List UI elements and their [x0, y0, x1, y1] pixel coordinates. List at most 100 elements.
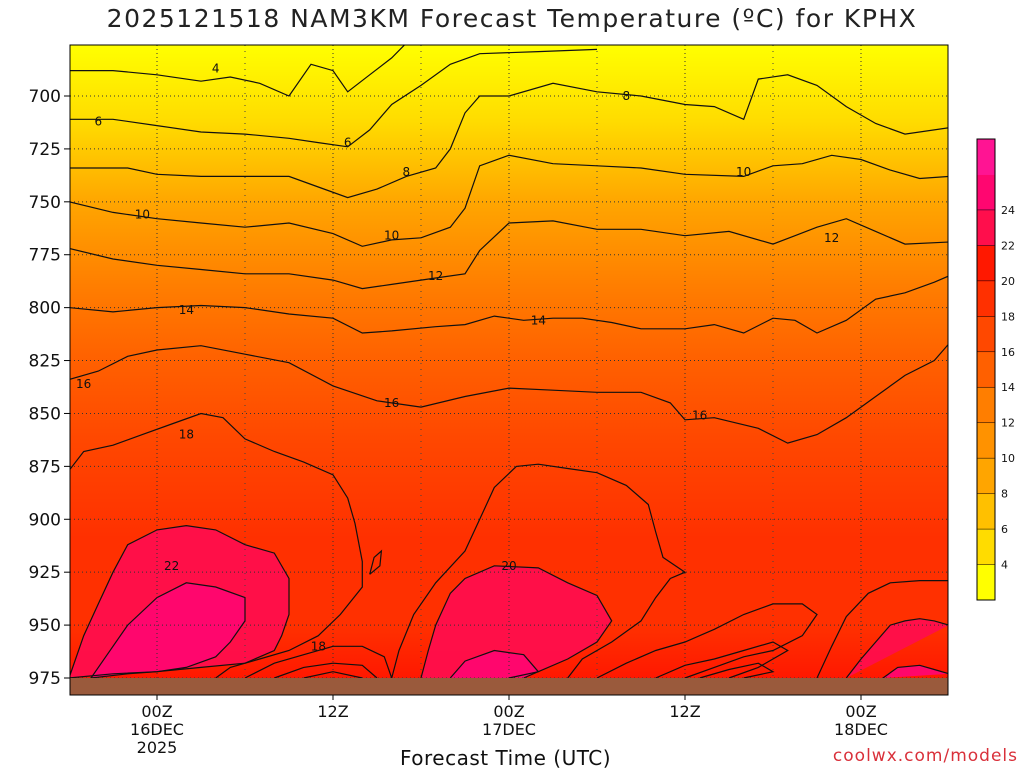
y-tick-label: 725 — [29, 140, 61, 160]
isotherm-20 — [70, 524, 290, 679]
colorbar-label: 14 — [1001, 381, 1015, 394]
isotherm-8 — [70, 74, 948, 199]
isotherm-18 — [699, 662, 775, 679]
x-tick-label: 16DEC — [130, 720, 184, 739]
isotherm-label: 4 — [212, 61, 220, 75]
isotherm-label: 18 — [311, 639, 326, 653]
y-tick-label: 975 — [29, 669, 61, 689]
y-tick-label: 800 — [29, 299, 61, 319]
colorbar-swatch — [977, 387, 995, 424]
ground-layer — [70, 678, 948, 695]
isotherm-label: 20 — [501, 559, 516, 573]
isotherm-18 — [655, 641, 789, 679]
y-tick-label: 850 — [29, 404, 61, 424]
colorbar-swatch — [977, 564, 995, 601]
isotherm-20 — [845, 618, 948, 679]
colorbar-label: 20 — [1001, 275, 1015, 288]
warm-region — [450, 650, 539, 678]
chart-title: 2025121518 NAM3KM Forecast Temperature (… — [106, 4, 918, 33]
isotherm-18 — [70, 412, 363, 679]
colorbar-swatch — [977, 280, 995, 317]
isotherm-label: 8 — [623, 89, 631, 103]
isotherm-label: 12 — [428, 269, 443, 283]
colorbar-label: 8 — [1001, 488, 1008, 501]
x-tick-label: 12Z — [669, 702, 700, 721]
colorbar-label: 16 — [1001, 346, 1015, 359]
colorbar-label: 4 — [1001, 559, 1008, 572]
x-tick-label: 17DEC — [482, 720, 536, 739]
y-tick-label: 700 — [29, 87, 61, 107]
x-axis-title: Forecast Time (UTC) — [400, 746, 612, 770]
colorbar-label: 10 — [1001, 452, 1015, 465]
isotherm-12 — [70, 218, 948, 290]
isotherm-10 — [70, 154, 948, 247]
isotherm-label: 8 — [403, 165, 411, 179]
y-tick-label: 775 — [29, 246, 61, 266]
isotherm-label: 10 — [384, 229, 399, 243]
x-tick-label: 12Z — [317, 702, 348, 721]
source-credit[interactable]: coolwx.com/models — [832, 746, 1018, 766]
isotherm-label: 6 — [95, 114, 103, 128]
colorbar-swatch — [977, 174, 995, 211]
isotherm-label: 12 — [824, 231, 839, 245]
isotherm-label: 10 — [736, 165, 751, 179]
isotherm-18 — [303, 671, 363, 679]
warm-region — [91, 582, 245, 678]
colorbar-frame — [976, 138, 996, 601]
isotherm-label: 6 — [344, 136, 352, 150]
isotherm-18 — [391, 463, 687, 679]
isotherm-label: 16 — [76, 377, 91, 391]
warm-region — [846, 618, 948, 678]
y-tick-label: 825 — [29, 352, 61, 372]
y-axis: 700 725 750 775 800 825 850 875 900 925 950 975 — [29, 87, 70, 689]
isotherm-6 — [70, 48, 598, 148]
colorbar-swatch — [977, 139, 995, 175]
ground-surface — [70, 678, 948, 695]
isotherm-16 — [70, 343, 948, 444]
isotherm-18 — [596, 603, 818, 679]
x-tick-label: 00Z — [493, 702, 524, 721]
y-tick-label: 950 — [29, 616, 61, 636]
colorbar-label: 12 — [1001, 417, 1015, 430]
colorbar-swatch — [977, 493, 995, 530]
colorbar-swatch — [977, 458, 995, 495]
colorbar: 4 6 8 10 12 14 16 18 20 22 24 — [976, 138, 1015, 601]
isotherm-label: 16 — [692, 409, 707, 423]
x-tick-label: 00Z — [845, 702, 876, 721]
isotherm-label: 16 — [384, 396, 399, 410]
isotherm-18 — [369, 549, 383, 575]
isotherm-22 — [449, 649, 540, 679]
y-tick-label: 900 — [29, 510, 61, 530]
colorbar-swatch — [977, 422, 995, 459]
isotherm-label: 22 — [164, 559, 179, 573]
y-tick-label: 875 — [29, 457, 61, 477]
isotherm-22 — [90, 582, 246, 679]
colorbar-label: 22 — [1001, 239, 1015, 252]
colorbar-swatch — [977, 351, 995, 388]
y-tick-label: 750 — [29, 193, 61, 213]
isotherm-4 — [70, 45, 406, 97]
x-tick-label: 18DEC — [834, 720, 888, 739]
isotherm-18 — [244, 645, 393, 679]
colorbar-swatch — [977, 529, 995, 566]
colorbar-label: 24 — [1001, 204, 1015, 217]
isotherm-18 — [816, 580, 948, 679]
isotherm-label: 14 — [179, 303, 194, 317]
warm-region — [883, 665, 948, 678]
colorbar-label: 6 — [1001, 523, 1008, 536]
isotherm-labels: 4 6 6 8 8 10 10 10 12 12 14 14 16 16 16 18 18 20 22 — [76, 61, 839, 653]
colorbar-label: 18 — [1001, 310, 1015, 323]
x-tick-label: 2025 — [137, 738, 178, 757]
x-tick-label: 00Z — [141, 702, 172, 721]
colorbar-swatch — [977, 209, 995, 246]
colorbar-swatch — [977, 245, 995, 282]
isotherm-lines — [70, 45, 948, 679]
isotherm-label: 14 — [531, 313, 546, 327]
isotherm-label: 10 — [135, 208, 150, 222]
grid-lines — [70, 45, 948, 679]
isotherm-20 — [420, 565, 613, 679]
isotherm-14 — [70, 275, 948, 334]
isotherm-22 — [882, 664, 948, 679]
